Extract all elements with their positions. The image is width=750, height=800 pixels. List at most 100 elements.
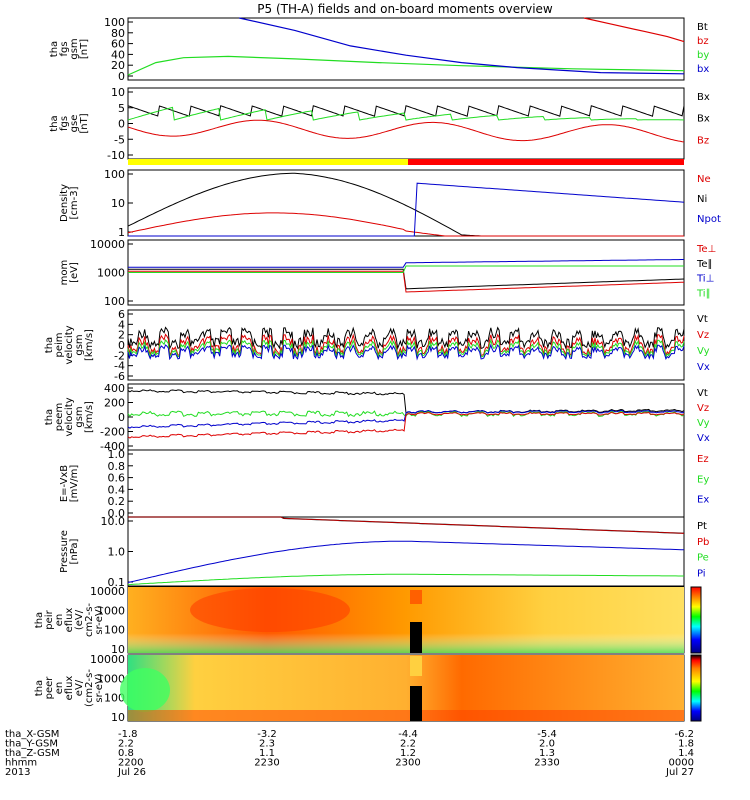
ion-spectrogram <box>128 587 684 653</box>
y-axis-label: en <box>54 614 65 627</box>
x-tick-value: 0000 <box>669 758 694 769</box>
x-tick-value: 2200 <box>118 758 143 769</box>
x-tick-value: 1.4 <box>678 748 694 759</box>
y-axis-label: gsm <box>74 334 85 355</box>
legend-Vx: Vx <box>697 362 710 373</box>
y-axis-label: fgs <box>59 116 70 131</box>
y-tick-label: 1000 <box>97 604 125 617</box>
legend-Pi: Pi <box>697 568 706 579</box>
panel-frame <box>127 87 685 160</box>
y-axis-label: cm2-s- <box>84 603 95 637</box>
y-axis-label: tha <box>34 680 45 696</box>
y-tick-label: 0.0 <box>108 507 126 520</box>
x-tick-value: -1.8 <box>118 729 138 740</box>
x-tick-value: 2.3 <box>259 739 275 750</box>
y-tick-label: 10 <box>111 643 125 656</box>
y-axis-label: velocity <box>64 397 75 436</box>
y-axis-label: mom <box>59 260 70 286</box>
y-axis-label: peir <box>44 609 55 629</box>
legend-Ni: Ni <box>697 194 707 205</box>
y-tick-label: 1.0 <box>108 546 126 559</box>
legend-Vt: Vt <box>697 314 708 325</box>
y-tick-label: 1000 <box>97 672 125 685</box>
series-Bt <box>583 17 685 43</box>
y-axis-label: [eV] <box>69 262 80 283</box>
y-axis-label: [nT] <box>79 113 90 133</box>
trace-by-gse <box>127 106 685 121</box>
trace-bx-gse <box>127 105 685 117</box>
y-tick-label: -4 <box>114 360 125 373</box>
x-tick-value: 2230 <box>254 758 279 769</box>
y-axis-label: tha <box>44 337 55 353</box>
legend-Vz: Vz <box>697 403 709 414</box>
legend-by: by <box>697 50 709 61</box>
y-axis-label: tha <box>49 115 60 131</box>
series-by <box>127 55 685 76</box>
y-axis-label: peem <box>54 403 65 431</box>
legend-Pt: Pt <box>697 521 707 532</box>
y-axis-label: tha <box>34 612 45 628</box>
panel-p3: 100 10 1 Density [cm-3] Ne Ni Npot <box>59 168 721 239</box>
x-axis-ephemeris: tha_X-GSM -1.8 -3.2 -4.4 -5.4 -6.2 tha_Y-GSM 2.… <box>5 729 694 778</box>
trace-pt <box>128 516 685 534</box>
y-tick-label: 10000 <box>90 238 125 251</box>
trace-ni <box>127 172 684 237</box>
legend-bx: bx <box>697 64 709 75</box>
y-axis-label: tha <box>49 41 60 57</box>
x-tick-value: 2.0 <box>539 739 555 750</box>
y-tick-label: 10.0 <box>101 515 126 528</box>
trace-npot <box>128 182 685 237</box>
legend-Vz: Vz <box>697 330 709 341</box>
panel-p7: 1.00.80.60.40.20.0 E=-VxB [mV/m] Ez Ey Ex <box>59 448 709 520</box>
y-axis-label: sr-eV) <box>94 605 105 634</box>
legend-Bx: Bx <box>697 92 710 103</box>
y-tick-label: 0.1 <box>108 576 126 589</box>
legend-Te∥: Te∥ <box>696 259 713 270</box>
y-axis-label: Pressure <box>59 530 70 573</box>
trace-vt-e <box>127 389 685 415</box>
y-tick-label: 10000 <box>90 653 125 666</box>
y-tick-label: 0 <box>118 70 125 83</box>
y-axis-label: peer <box>44 676 55 700</box>
y-tick-label: 400 <box>104 382 125 395</box>
panel-frame <box>127 449 685 518</box>
legend-Bz: Bz <box>697 135 709 146</box>
y-tick-label: -10 <box>107 149 125 162</box>
y-axis-label: (cm2-s- <box>84 669 95 707</box>
series-bx <box>239 17 685 75</box>
y-axis-label: eV/ <box>74 679 85 696</box>
trace-pe <box>127 573 684 586</box>
legend-Vy: Vy <box>697 418 710 429</box>
y-tick-label: 10000 <box>90 585 125 598</box>
legend-bz: bz <box>697 36 709 47</box>
y-axis-label: fgs <box>59 41 70 56</box>
colorbar-electron <box>690 654 702 722</box>
y-tick-label: 20 <box>111 59 125 72</box>
y-axis-label: gsm <box>69 38 80 59</box>
trace-ne <box>127 212 684 237</box>
panel-p2: 10 5 0 -5 -10 tha fgs gse [nT] Bx Bx Bz <box>49 86 710 162</box>
y-tick-label: 0.2 <box>108 495 126 508</box>
legend-Npot: Npot <box>697 214 721 225</box>
y-tick-label: 100 <box>104 168 125 181</box>
y-axis-label: [nPa] <box>69 538 80 564</box>
legend-Ex: Ex <box>697 495 709 506</box>
y-tick-label: 0 <box>118 411 125 424</box>
legend-Bx: Bx <box>697 114 710 125</box>
y-axis-label: gse <box>69 115 80 133</box>
y-tick-label: 100 <box>104 692 125 705</box>
legend-Bt: Bt <box>697 22 708 33</box>
panel-frame <box>127 169 685 237</box>
x-tick-value: 0.8 <box>118 748 134 759</box>
legend-Ne: Ne <box>697 174 711 185</box>
x-tick-value: 2300 <box>395 758 420 769</box>
y-tick-label: 10 <box>111 197 125 210</box>
y-tick-label: 1 <box>118 226 125 239</box>
x-tick-value: -4.4 <box>398 729 418 740</box>
x-tick-value: Jul 27 <box>665 767 694 778</box>
y-tick-label: -400 <box>100 440 125 453</box>
y-tick-label: 5 <box>118 102 125 115</box>
